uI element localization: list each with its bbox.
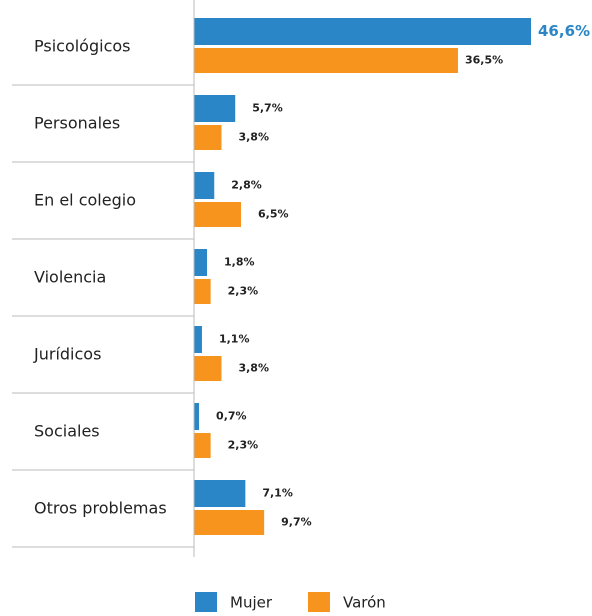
legend-label: Varón	[343, 594, 386, 612]
value-label: 1,8%	[224, 256, 255, 269]
bar	[194, 95, 236, 122]
bar	[194, 172, 215, 199]
category-label: Personales	[34, 114, 120, 133]
value-label: 2,3%	[228, 439, 259, 452]
legend-label: Mujer	[230, 594, 273, 612]
bar	[194, 125, 222, 150]
bar	[194, 403, 200, 430]
bar	[194, 18, 531, 45]
bar	[194, 279, 211, 304]
value-label: 0,7%	[216, 410, 247, 423]
bar	[194, 510, 265, 535]
value-label: 3,8%	[238, 362, 269, 375]
legend-swatch	[195, 592, 217, 612]
category-label: Violencia	[34, 268, 106, 287]
bar	[194, 326, 202, 353]
category-label: Psicológicos	[34, 37, 131, 56]
legend-swatch	[308, 592, 330, 612]
bar	[194, 480, 246, 507]
category-label: En el colegio	[34, 191, 136, 210]
bar	[194, 48, 458, 73]
value-label: 2,8%	[231, 179, 262, 192]
category-label: Jurídicos	[33, 345, 101, 364]
category-label: Sociales	[34, 422, 100, 441]
value-label: 9,7%	[281, 516, 312, 529]
value-label: 36,5%	[465, 54, 503, 67]
value-label: 46,6%	[538, 22, 590, 40]
value-label: 7,1%	[262, 487, 293, 500]
value-label: 6,5%	[258, 208, 289, 221]
value-label: 1,1%	[219, 333, 250, 346]
category-label: Otros problemas	[34, 499, 167, 518]
value-label: 3,8%	[238, 131, 269, 144]
value-label: 5,7%	[252, 102, 283, 115]
bar	[194, 249, 208, 276]
bar	[194, 202, 242, 227]
value-label: 2,3%	[228, 285, 259, 298]
bar	[194, 356, 222, 381]
bar	[194, 433, 211, 458]
